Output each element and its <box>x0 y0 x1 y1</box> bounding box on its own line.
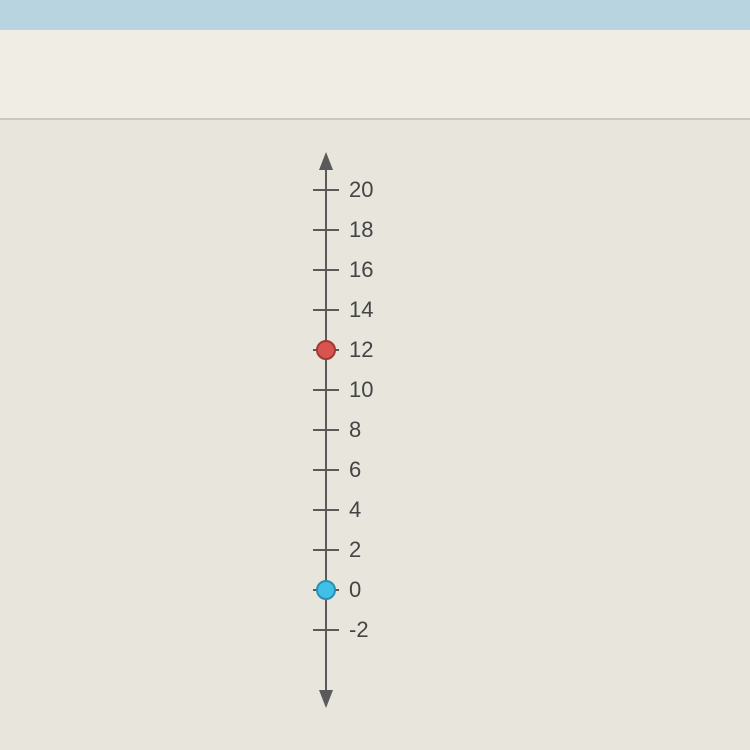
tick-label: 10 <box>349 377 373 403</box>
top-bar <box>0 0 750 30</box>
tick-mark <box>313 229 339 231</box>
axis-arrow-down <box>319 690 333 708</box>
tick-mark <box>313 189 339 191</box>
tick-label: 4 <box>349 497 361 523</box>
tick-label: -2 <box>349 617 369 643</box>
tick-label: 8 <box>349 417 361 443</box>
data-point <box>316 340 336 360</box>
tick-mark <box>313 629 339 631</box>
light-band <box>0 30 750 120</box>
tick-mark <box>313 389 339 391</box>
tick-label: 6 <box>349 457 361 483</box>
tick-mark <box>313 269 339 271</box>
tick-mark <box>313 309 339 311</box>
number-line: 20181614121086420-2 <box>275 150 475 710</box>
tick-mark <box>313 549 339 551</box>
tick-label: 0 <box>349 577 361 603</box>
tick-label: 18 <box>349 217 373 243</box>
data-point <box>316 580 336 600</box>
tick-label: 16 <box>349 257 373 283</box>
tick-label: 14 <box>349 297 373 323</box>
tick-label: 12 <box>349 337 373 363</box>
tick-mark <box>313 429 339 431</box>
tick-label: 20 <box>349 177 373 203</box>
tick-label: 2 <box>349 537 361 563</box>
tick-mark <box>313 469 339 471</box>
tick-mark <box>313 509 339 511</box>
